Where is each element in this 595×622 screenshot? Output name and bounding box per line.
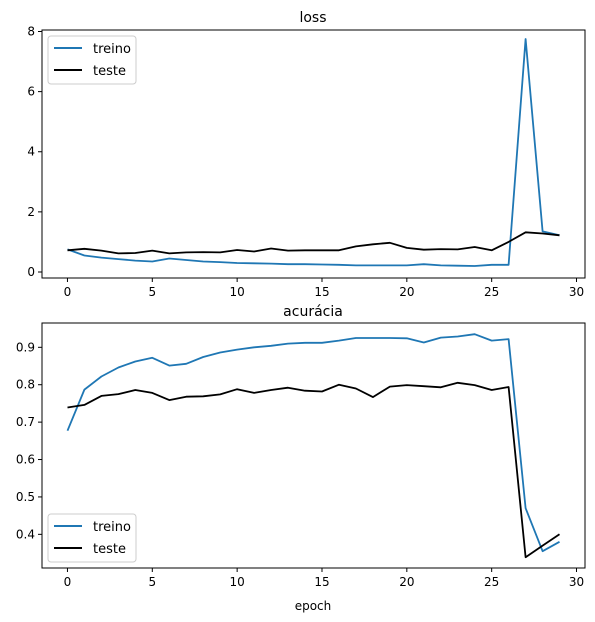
accuracy-y-tick-label: 0.9: [16, 340, 35, 354]
accuracy-y-ticks: 0.4 0.5 0.6 0.7 0.8 0.9: [16, 340, 42, 541]
loss-x-tick-label: 15: [314, 285, 329, 299]
accuracy-x-tick-label: 30: [569, 575, 584, 589]
accuracy-x-ticks: 0 5 10 15 20 25 30: [64, 568, 584, 589]
loss-x-ticks: 0 5 10 15 20 25 30: [64, 278, 584, 299]
loss-legend-label-teste: teste: [93, 64, 126, 79]
loss-series-line-teste: [67, 231, 560, 255]
loss-title: loss: [299, 10, 326, 26]
loss-x-tick-label: 30: [569, 285, 584, 299]
loss-y-tick-label: 8: [27, 25, 35, 39]
accuracy-series-line-treino: [66, 333, 560, 553]
accuracy-y-tick-label: 0.8: [16, 378, 35, 392]
accuracy-y-tick-label: 0.5: [16, 490, 35, 504]
loss-x-tick-label: 0: [64, 285, 72, 299]
accuracy-x-tick-label: 0: [64, 575, 72, 589]
accuracy-x-tick-label: 10: [230, 575, 245, 589]
accuracy-legend-label-teste: teste: [93, 542, 126, 557]
accuracy-title: acurácia: [283, 304, 343, 320]
loss-legend-label-treino: treino: [93, 42, 131, 57]
accuracy-subplot: acurácia 0 5 10 15 20 25 30 0.4 0.5 0.6 0.7 0.8 0.9…: [16, 304, 586, 613]
loss-x-tick-label: 25: [484, 285, 499, 299]
loss-series-lines: [67, 38, 560, 267]
loss-y-tick-label: 0: [27, 265, 35, 279]
accuracy-x-tick-label: 5: [148, 575, 156, 589]
accuracy-x-axis-label: epoch: [295, 599, 332, 613]
accuracy-x-tick-label: 25: [484, 575, 499, 589]
accuracy-series-line-teste: [67, 381, 561, 559]
loss-subplot: loss 0 5 10 15 20 25 30 0 2 4 6 8 treino teste: [27, 10, 586, 299]
accuracy-legend-label-treino: treino: [93, 520, 131, 535]
loss-x-tick-label: 5: [148, 285, 156, 299]
accuracy-series-lines: [66, 333, 561, 559]
loss-y-ticks: 0 2 4 6 8: [27, 25, 42, 279]
loss-x-tick-label: 10: [230, 285, 245, 299]
accuracy-x-tick-label: 20: [399, 575, 414, 589]
accuracy-legend: treino teste: [47, 513, 137, 563]
accuracy-y-tick-label: 0.6: [16, 453, 35, 467]
accuracy-x-tick-label: 15: [314, 575, 329, 589]
loss-series-line-treino: [67, 38, 560, 267]
accuracy-y-tick-label: 0.4: [16, 527, 35, 541]
loss-y-tick-label: 4: [27, 145, 35, 159]
accuracy-y-tick-label: 0.7: [16, 415, 35, 429]
loss-x-tick-label: 20: [399, 285, 414, 299]
loss-y-tick-label: 2: [27, 205, 35, 219]
loss-legend: treino teste: [47, 35, 137, 85]
loss-y-tick-label: 6: [27, 85, 35, 99]
